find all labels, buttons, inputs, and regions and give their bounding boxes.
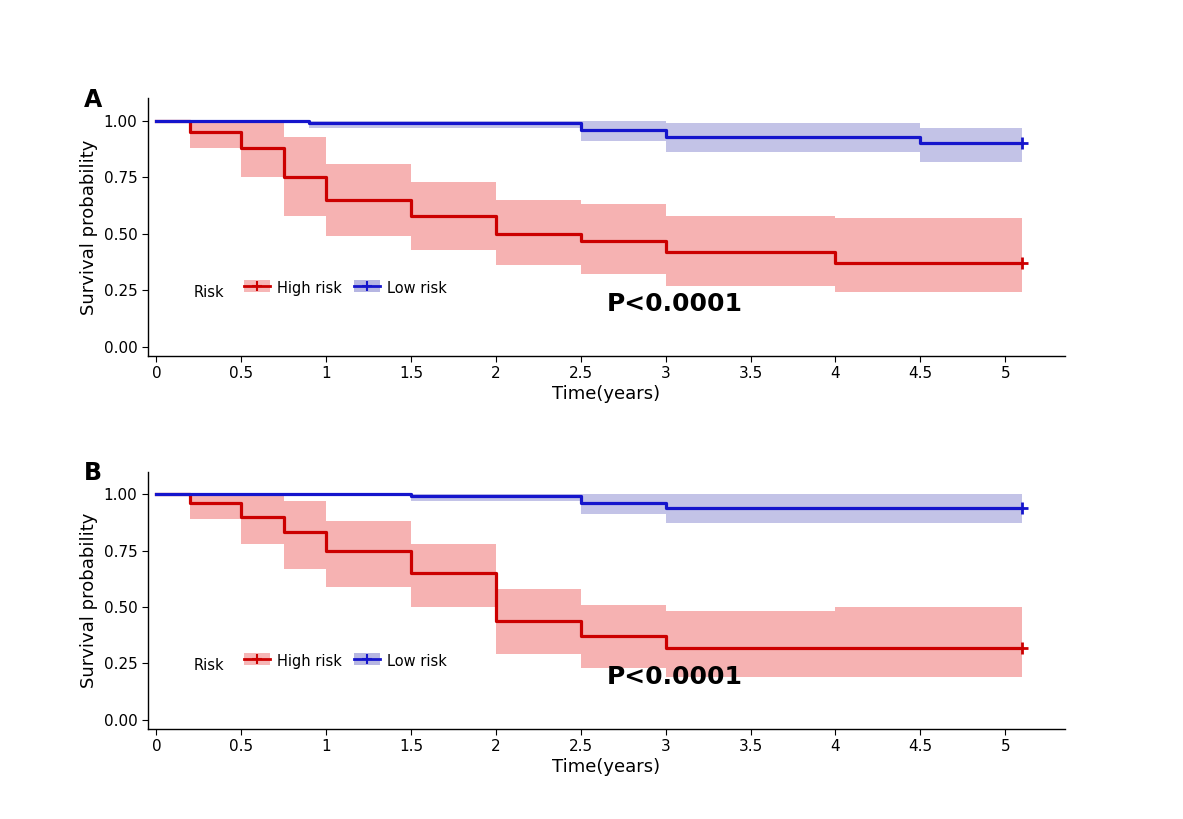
X-axis label: Time(years): Time(years) — [552, 758, 660, 776]
Legend: High risk, Low risk: High risk, Low risk — [238, 275, 453, 302]
X-axis label: Time(years): Time(years) — [552, 385, 660, 403]
Text: P<0.0001: P<0.0001 — [606, 665, 742, 690]
Text: Risk: Risk — [194, 285, 225, 300]
Y-axis label: Survival probability: Survival probability — [80, 139, 98, 314]
Legend: High risk, Low risk: High risk, Low risk — [238, 649, 453, 676]
Text: Risk: Risk — [194, 658, 225, 673]
Text: B: B — [84, 461, 102, 485]
Text: P<0.0001: P<0.0001 — [606, 292, 742, 316]
Text: A: A — [84, 88, 102, 112]
Y-axis label: Survival probability: Survival probability — [80, 513, 98, 688]
